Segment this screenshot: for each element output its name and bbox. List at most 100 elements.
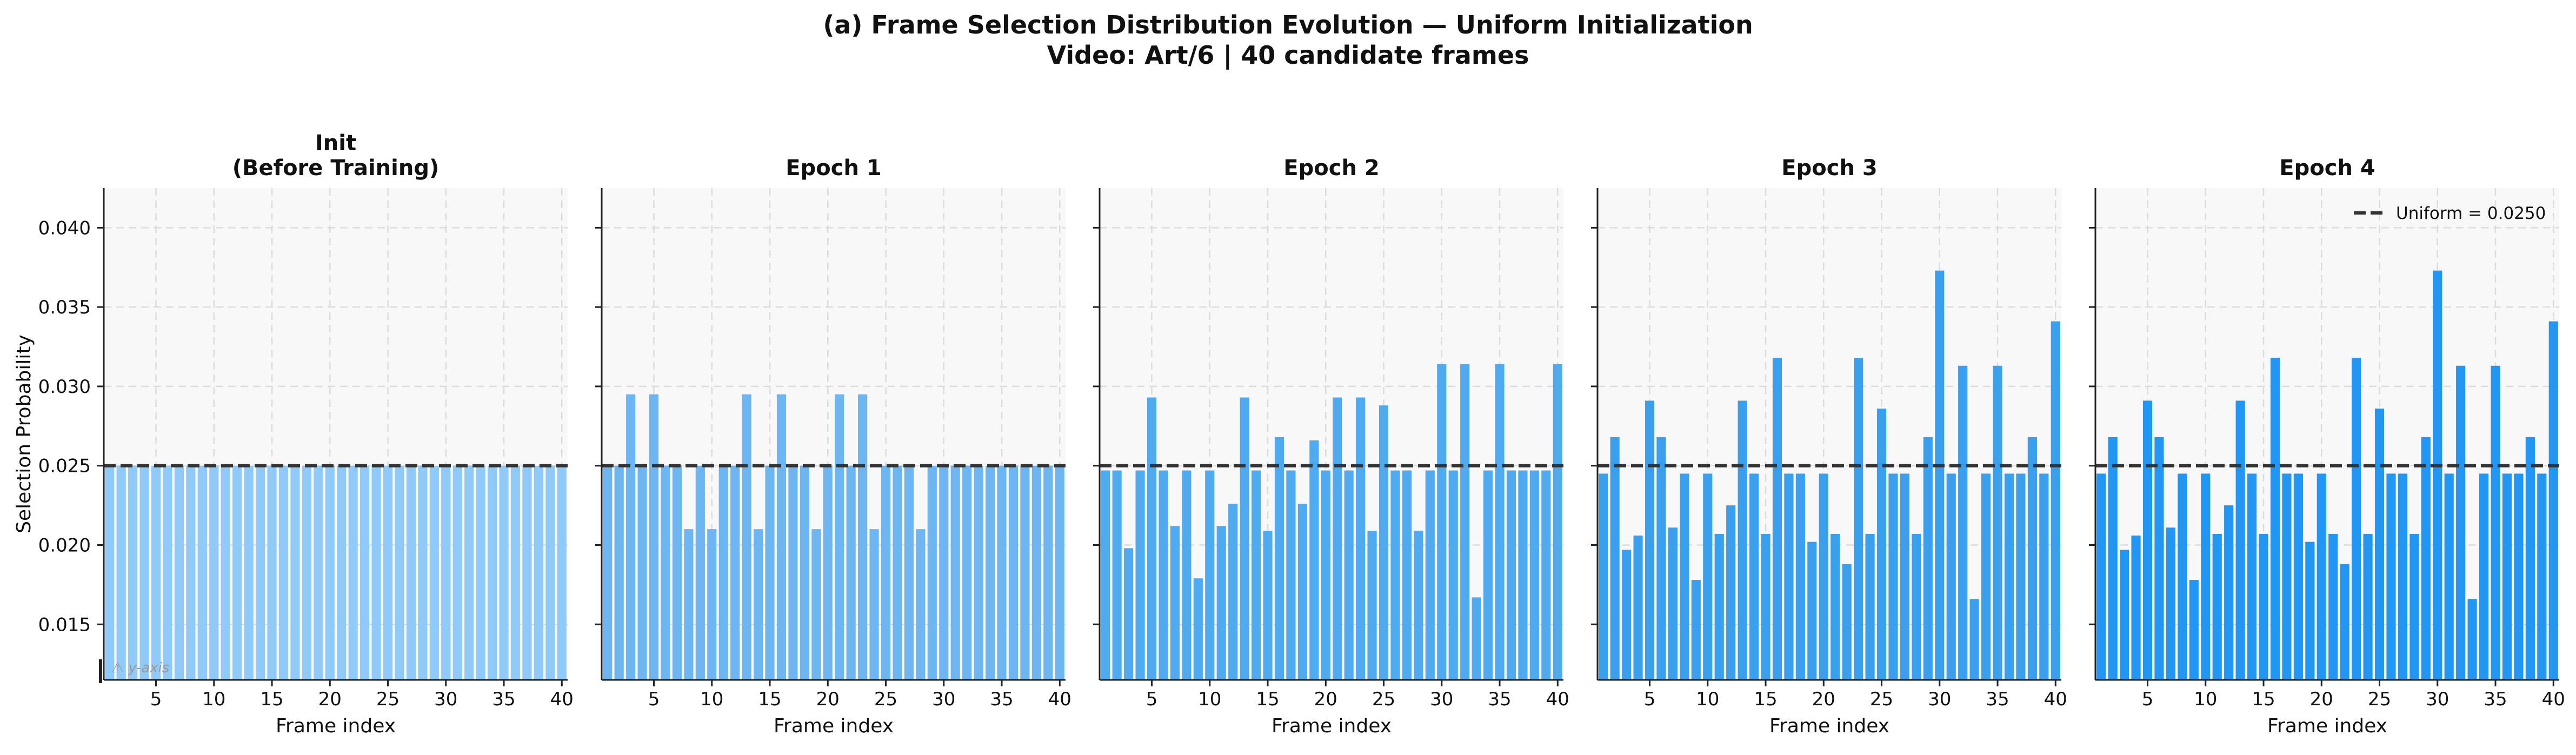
bar (1321, 470, 1330, 680)
figure-title-line-1: (a) Frame Selection Distribution Evoluti… (823, 10, 1753, 39)
bar (2142, 400, 2153, 680)
x-tick-label: 40 (1048, 689, 1071, 710)
bar (1297, 504, 1307, 680)
bar (1703, 473, 1713, 680)
y-axis-label: Selection Probability (13, 335, 35, 533)
bar (1553, 364, 1562, 680)
bar (1854, 358, 1863, 680)
bar (661, 465, 670, 680)
bar (800, 465, 809, 680)
bar (707, 529, 717, 680)
bar (2027, 437, 2037, 680)
x-tick-label: 10 (202, 689, 225, 710)
bar (1240, 397, 1249, 680)
bar (916, 529, 926, 680)
bar (406, 465, 416, 680)
bar (730, 465, 740, 680)
x-axis-label: Frame index (2267, 715, 2387, 737)
x-tick-label: 5 (150, 689, 162, 710)
bar (2514, 473, 2524, 680)
x-tick-label: 15 (758, 689, 781, 710)
bar (1645, 400, 1655, 680)
bar (2386, 473, 2396, 680)
bar (684, 529, 694, 680)
bar (858, 394, 868, 680)
bar (1101, 470, 1110, 680)
bar (2537, 473, 2547, 680)
bar (1969, 599, 1979, 680)
bar (1935, 270, 1945, 680)
y-tick-label: 0.040 (38, 217, 91, 239)
bar (1831, 533, 1840, 680)
plot-background (104, 188, 568, 680)
bar (325, 465, 335, 680)
panel-title: Epoch 4 (2279, 156, 2375, 181)
bar (637, 465, 647, 680)
bar (267, 465, 277, 680)
bar (695, 465, 705, 680)
bar (1274, 437, 1284, 680)
bar (2456, 365, 2466, 680)
bar (1656, 437, 1666, 680)
chart-panel-2: 5 10 15 20 25 30 35 40 Frame index Epoch 2 (1093, 156, 1569, 737)
x-tick-label: 5 (648, 689, 660, 710)
bar (614, 465, 624, 680)
x-axis-label: Frame index (1769, 715, 1889, 737)
x-tick-label: 40 (2542, 689, 2565, 710)
bar (1622, 550, 1632, 680)
bar (151, 465, 161, 680)
bar (1633, 535, 1643, 680)
bar (1749, 473, 1759, 680)
x-tick-label: 15 (1754, 689, 1777, 710)
bar (1425, 470, 1435, 680)
bar (2328, 533, 2338, 680)
x-tick-label: 15 (1256, 689, 1279, 710)
bar (255, 465, 265, 680)
x-axis-label: Frame index (276, 715, 396, 737)
bar (116, 465, 126, 680)
bar (1460, 364, 1470, 680)
bar (893, 465, 902, 680)
bar (985, 465, 995, 680)
bar (487, 465, 497, 680)
bar (1448, 470, 1458, 680)
chart-panel-1: 5 10 15 20 25 30 35 40 Frame index Epoch 1 (595, 156, 1071, 737)
x-tick-label: 35 (492, 689, 515, 710)
bar (1876, 409, 1887, 680)
bar (1761, 533, 1770, 680)
bar (2374, 409, 2385, 680)
bar (2201, 473, 2211, 680)
bar (1842, 564, 1852, 680)
x-tick-label: 30 (434, 689, 457, 710)
bar (209, 465, 219, 680)
bar (1170, 526, 1180, 680)
bar (1529, 470, 1539, 680)
bar (1784, 473, 1794, 680)
bar (2502, 473, 2512, 680)
bar (2491, 365, 2500, 680)
x-tick-label: 20 (2310, 689, 2333, 710)
bar (788, 465, 798, 680)
x-tick-label: 20 (1314, 689, 1337, 710)
bar (2154, 437, 2164, 680)
panel-title: (Before Training) (232, 156, 439, 181)
y-tick-label: 0.020 (38, 534, 91, 556)
bar (2096, 473, 2106, 680)
bar (1610, 437, 1620, 680)
bar (1795, 473, 1805, 680)
bar (545, 465, 555, 680)
bar (2120, 550, 2129, 680)
bar (2467, 599, 2477, 680)
bar (1031, 465, 1041, 680)
bar (2479, 473, 2489, 680)
bar (1981, 473, 1991, 680)
bar (2108, 437, 2118, 680)
bar (2444, 473, 2454, 680)
x-tick-label: 25 (2368, 689, 2391, 710)
bar (278, 465, 289, 680)
panel-title: Epoch 2 (1283, 156, 1379, 181)
bar (128, 465, 138, 680)
bar (1668, 527, 1678, 680)
bar (1691, 580, 1701, 680)
bar (2224, 505, 2234, 680)
